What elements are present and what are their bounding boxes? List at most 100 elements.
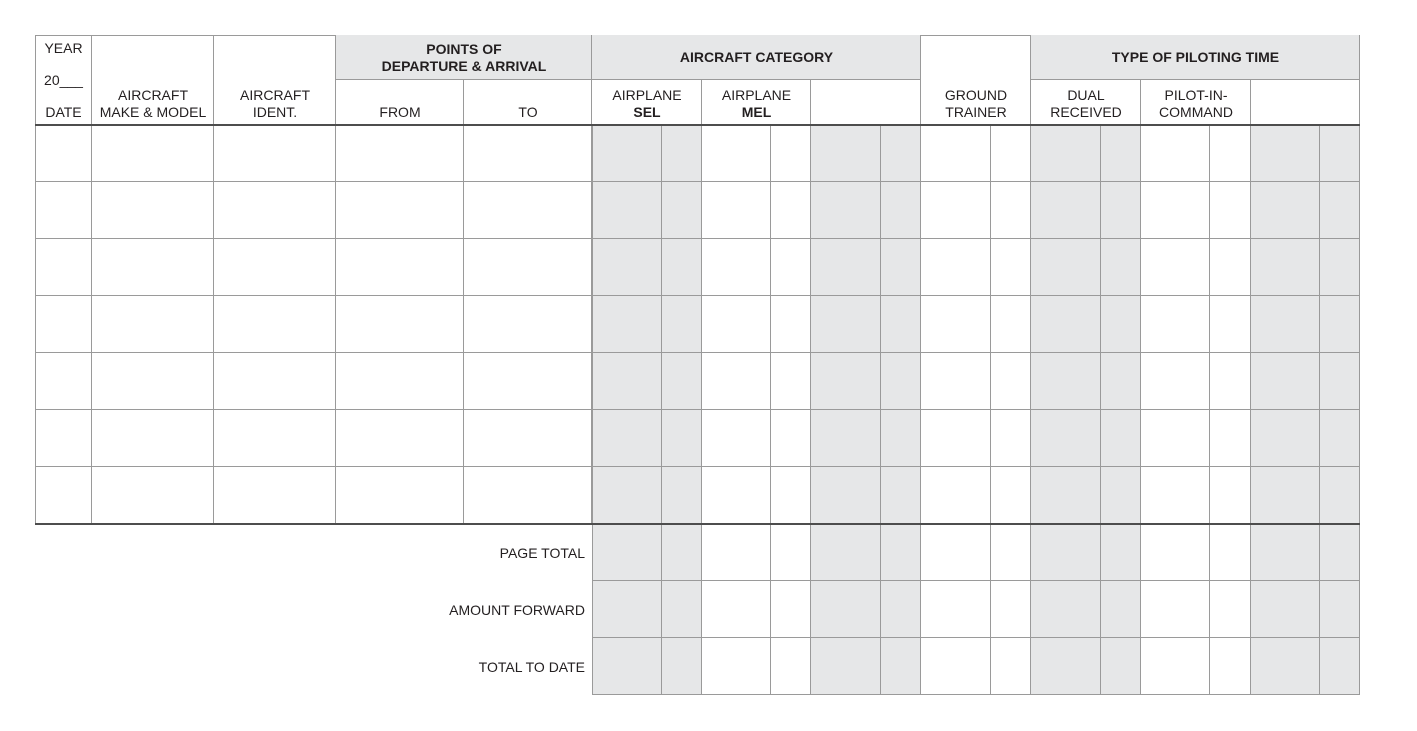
log-entry-cell[interactable] bbox=[592, 353, 662, 410]
log-entry-cell[interactable] bbox=[771, 467, 811, 524]
log-entry-cell[interactable] bbox=[214, 467, 336, 524]
log-entry-cell[interactable] bbox=[811, 125, 881, 182]
log-entry-cell[interactable] bbox=[1210, 467, 1251, 524]
log-entry-cell[interactable] bbox=[35, 296, 92, 353]
log-entry-cell[interactable] bbox=[811, 239, 881, 296]
log-entry-cell[interactable] bbox=[771, 353, 811, 410]
total-cell[interactable] bbox=[881, 638, 921, 695]
log-entry-cell[interactable] bbox=[464, 467, 592, 524]
log-entry-cell[interactable] bbox=[1251, 182, 1320, 239]
log-entry-cell[interactable] bbox=[92, 239, 214, 296]
log-entry-cell[interactable] bbox=[991, 182, 1031, 239]
log-entry-cell[interactable] bbox=[1251, 410, 1320, 467]
log-entry-cell[interactable] bbox=[702, 182, 771, 239]
log-entry-cell[interactable] bbox=[35, 467, 92, 524]
log-entry-cell[interactable] bbox=[702, 410, 771, 467]
log-entry-cell[interactable] bbox=[92, 182, 214, 239]
log-entry-cell[interactable] bbox=[1320, 353, 1360, 410]
total-cell[interactable] bbox=[991, 581, 1031, 638]
log-entry-cell[interactable] bbox=[1031, 182, 1101, 239]
log-entry-cell[interactable] bbox=[991, 125, 1031, 182]
log-entry-cell[interactable] bbox=[991, 239, 1031, 296]
total-cell[interactable] bbox=[1141, 581, 1210, 638]
log-entry-cell[interactable] bbox=[336, 125, 464, 182]
log-entry-cell[interactable] bbox=[464, 410, 592, 467]
log-entry-cell[interactable] bbox=[991, 296, 1031, 353]
log-entry-cell[interactable] bbox=[1320, 239, 1360, 296]
log-entry-cell[interactable] bbox=[921, 410, 991, 467]
total-cell[interactable] bbox=[881, 581, 921, 638]
total-cell[interactable] bbox=[1251, 581, 1320, 638]
log-entry-cell[interactable] bbox=[336, 182, 464, 239]
log-entry-cell[interactable] bbox=[92, 296, 214, 353]
total-cell[interactable] bbox=[702, 581, 771, 638]
log-entry-cell[interactable] bbox=[1251, 239, 1320, 296]
year-field[interactable]: 20___ bbox=[44, 72, 83, 88]
log-entry-cell[interactable] bbox=[92, 353, 214, 410]
log-entry-cell[interactable] bbox=[1210, 296, 1251, 353]
log-entry-cell[interactable] bbox=[881, 410, 921, 467]
total-cell[interactable] bbox=[702, 524, 771, 581]
log-entry-cell[interactable] bbox=[592, 182, 662, 239]
log-entry-cell[interactable] bbox=[991, 467, 1031, 524]
log-entry-cell[interactable] bbox=[1141, 467, 1210, 524]
log-entry-cell[interactable] bbox=[702, 239, 771, 296]
log-entry-cell[interactable] bbox=[92, 410, 214, 467]
log-entry-cell[interactable] bbox=[662, 467, 702, 524]
total-cell[interactable] bbox=[662, 581, 702, 638]
log-entry-cell[interactable] bbox=[336, 353, 464, 410]
log-entry-cell[interactable] bbox=[1320, 125, 1360, 182]
log-entry-cell[interactable] bbox=[1031, 353, 1101, 410]
total-cell[interactable] bbox=[1251, 638, 1320, 695]
log-entry-cell[interactable] bbox=[592, 125, 662, 182]
log-entry-cell[interactable] bbox=[921, 182, 991, 239]
total-cell[interactable] bbox=[1320, 581, 1360, 638]
total-cell[interactable] bbox=[771, 524, 811, 581]
log-entry-cell[interactable] bbox=[921, 239, 991, 296]
log-entry-cell[interactable] bbox=[881, 296, 921, 353]
total-cell[interactable] bbox=[991, 638, 1031, 695]
total-cell[interactable] bbox=[1141, 524, 1210, 581]
log-entry-cell[interactable] bbox=[1101, 410, 1141, 467]
log-entry-cell[interactable] bbox=[1101, 182, 1141, 239]
log-entry-cell[interactable] bbox=[991, 410, 1031, 467]
log-entry-cell[interactable] bbox=[336, 467, 464, 524]
total-cell[interactable] bbox=[662, 638, 702, 695]
log-entry-cell[interactable] bbox=[1031, 239, 1101, 296]
total-cell[interactable] bbox=[771, 638, 811, 695]
log-entry-cell[interactable] bbox=[1101, 125, 1141, 182]
total-cell[interactable] bbox=[1101, 638, 1141, 695]
total-cell[interactable] bbox=[811, 524, 881, 581]
log-entry-cell[interactable] bbox=[92, 125, 214, 182]
log-entry-cell[interactable] bbox=[464, 125, 592, 182]
log-entry-cell[interactable] bbox=[214, 125, 336, 182]
log-entry-cell[interactable] bbox=[464, 296, 592, 353]
log-entry-cell[interactable] bbox=[35, 353, 92, 410]
log-entry-cell[interactable] bbox=[336, 410, 464, 467]
log-entry-cell[interactable] bbox=[1251, 296, 1320, 353]
log-entry-cell[interactable] bbox=[1141, 353, 1210, 410]
log-entry-cell[interactable] bbox=[702, 296, 771, 353]
total-cell[interactable] bbox=[1210, 638, 1251, 695]
total-cell[interactable] bbox=[1031, 524, 1101, 581]
log-entry-cell[interactable] bbox=[1101, 296, 1141, 353]
log-entry-cell[interactable] bbox=[464, 239, 592, 296]
total-cell[interactable] bbox=[1101, 524, 1141, 581]
log-entry-cell[interactable] bbox=[702, 467, 771, 524]
log-entry-cell[interactable] bbox=[1210, 239, 1251, 296]
total-cell[interactable] bbox=[1251, 524, 1320, 581]
total-cell[interactable] bbox=[702, 638, 771, 695]
log-entry-cell[interactable] bbox=[35, 125, 92, 182]
log-entry-cell[interactable] bbox=[662, 182, 702, 239]
log-entry-cell[interactable] bbox=[811, 353, 881, 410]
log-entry-cell[interactable] bbox=[881, 182, 921, 239]
total-cell[interactable] bbox=[921, 524, 991, 581]
log-entry-cell[interactable] bbox=[771, 239, 811, 296]
log-entry-cell[interactable] bbox=[214, 296, 336, 353]
log-entry-cell[interactable] bbox=[1031, 125, 1101, 182]
log-entry-cell[interactable] bbox=[1251, 353, 1320, 410]
log-entry-cell[interactable] bbox=[1251, 125, 1320, 182]
log-entry-cell[interactable] bbox=[921, 125, 991, 182]
total-cell[interactable] bbox=[991, 524, 1031, 581]
log-entry-cell[interactable] bbox=[1210, 182, 1251, 239]
